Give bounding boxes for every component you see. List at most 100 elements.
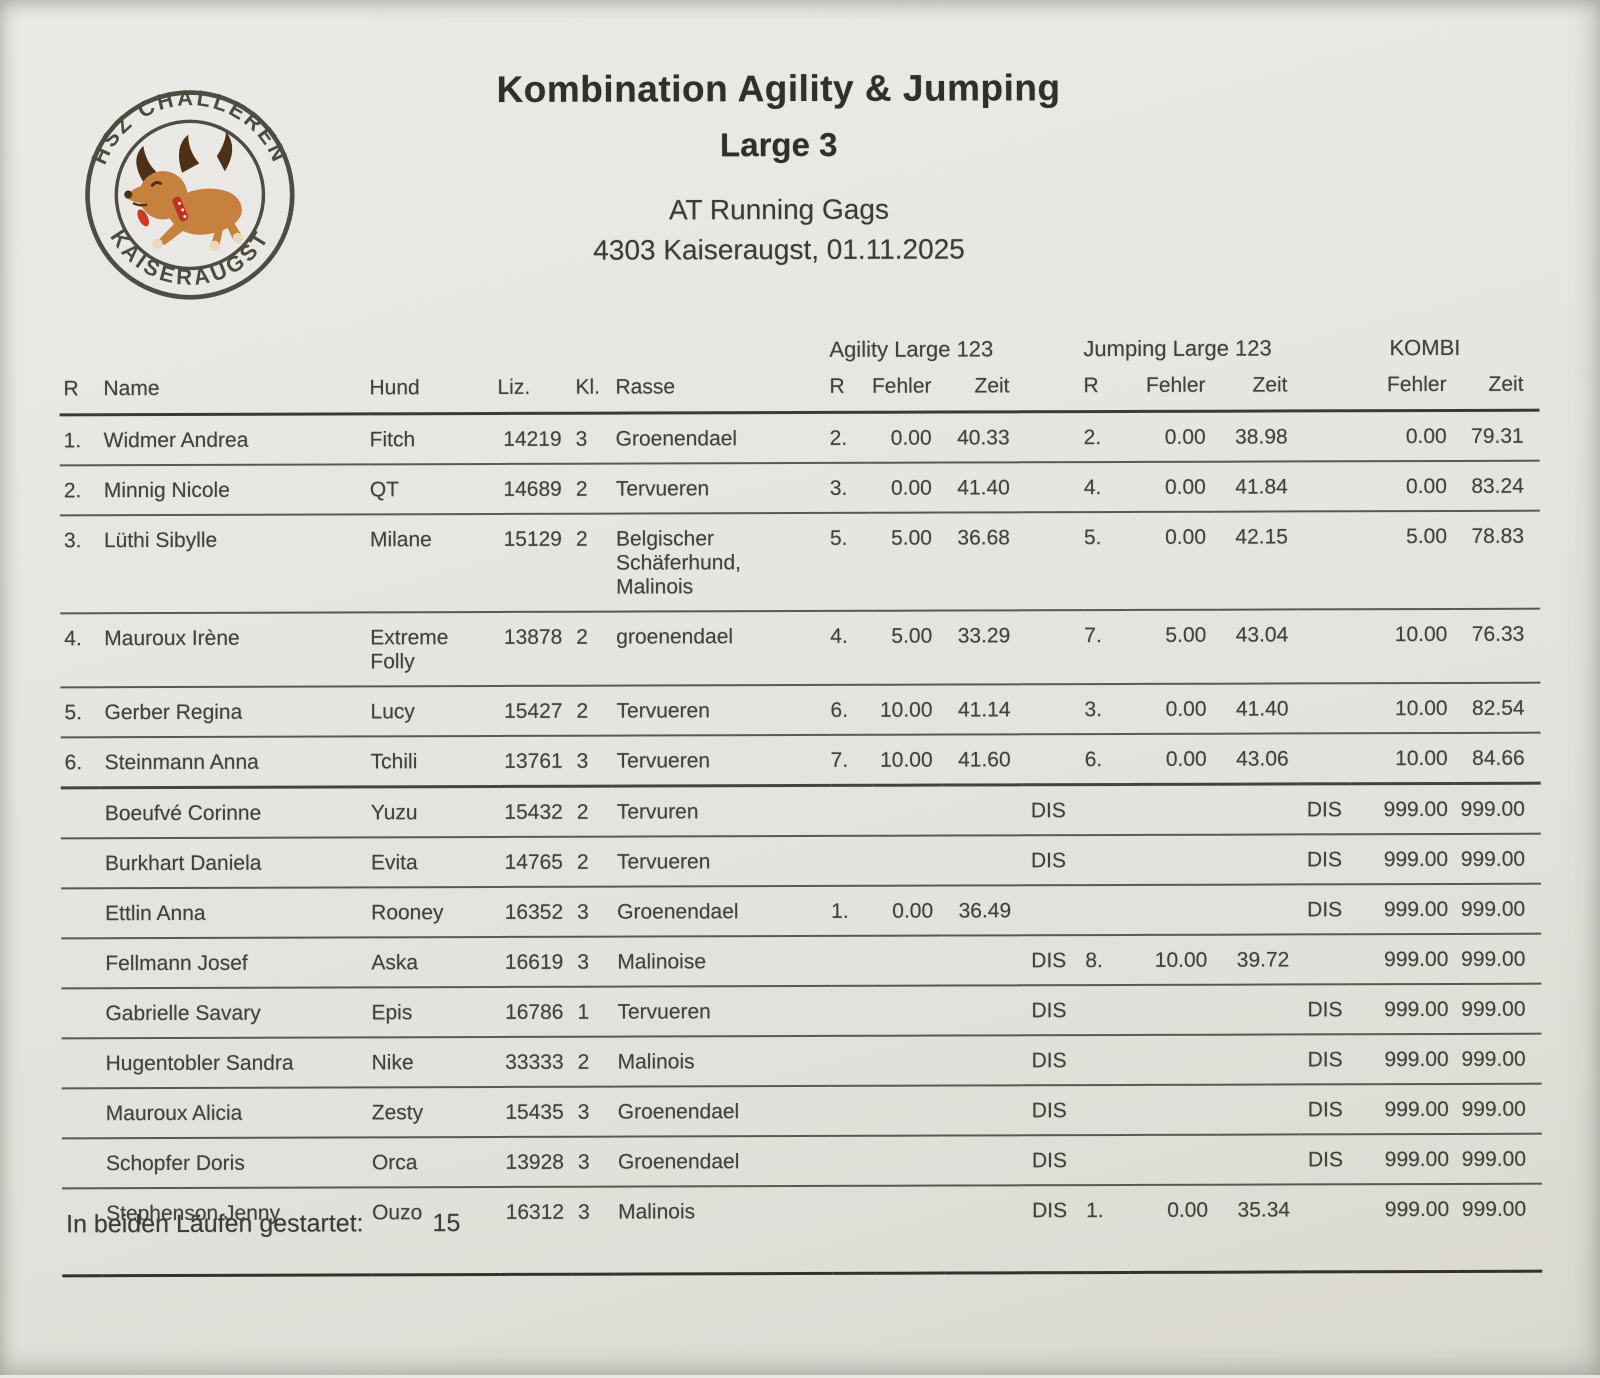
cell-agility-rank: 5. [829,526,848,550]
starters-summary: In beiden Läufen gestartet: 15 [66,1209,460,1239]
cell-breed: Tervueren [616,850,711,874]
cell-jumping-time: 42.15 [1235,525,1289,549]
cell-agility-rank: 6. [830,698,849,722]
cell-class: 2 [577,1050,590,1074]
cell-dog-name: Rooney [371,901,444,925]
cell-jumping-rank [1086,1135,1128,1185]
cell-kombi-time: 79.31 [1471,424,1524,448]
cell-class: 2 [575,527,588,551]
cell-class: 3 [577,1150,590,1174]
cell-agility-rank: 3. [829,476,848,500]
cell-agility-faults: 0.00 [890,426,932,450]
table-row: Ettlin Anna Rooney 16352 3 Groenendael 1. 0.00… [61,883,1542,939]
cell-rank: 2. [63,479,82,503]
cell-jumping-time [1217,884,1299,934]
table-row: 5. Gerber Regina Lucy 15427 2 Tervueren 6. 10.0… [60,682,1541,738]
cell-handler-name: Ettlin Anna [105,901,206,926]
cell-rank [61,788,101,839]
col-header-jumping-dis [1297,363,1349,411]
cell-class: 3 [577,950,590,974]
cell-kombi-time: 999.00 [1461,947,1526,971]
cell-jumping-rank [1085,985,1127,1035]
cell-kombi-time: 82.54 [1471,696,1525,720]
cell-rank [61,938,101,988]
cell-jumping-time [1218,1084,1300,1134]
cell-rank [62,1038,102,1088]
cell-kombi-faults: 10.00 [1395,746,1448,771]
cell-jumping-dis: DIS [1307,1048,1343,1072]
cell-agility-dis: DIS [1031,1049,1067,1073]
cell-license: 16619 [504,950,564,974]
cell-jumping-rank [1086,1035,1128,1085]
cell-handler-name: Schopfer Doris [105,1151,245,1176]
cell-jumping-dis [1299,733,1351,784]
cell-rank [62,1088,102,1138]
cell-class: 2 [576,699,589,723]
cell-jumping-faults [1128,1035,1218,1085]
cell-dog-name: Fitch [369,428,416,452]
cell-class: 3 [577,900,589,924]
col-header-license: Liz. [497,375,531,399]
dog-icon [124,131,244,252]
cell-handler-name: Steinmann Anna [104,750,259,775]
cell-license: 15129 [503,527,563,551]
cell-rank: 6. [64,751,83,775]
cell-agility-faults: 0.00 [890,476,932,500]
cell-rank [62,1138,102,1188]
cell-rank: 4. [64,627,82,651]
cell-handler-name: Minnig Nicole [103,478,230,503]
cell-agility-rank [832,1036,874,1086]
cell-jumping-dis [1298,683,1350,733]
cell-jumping-time: 35.34 [1237,1198,1291,1222]
cell-jumping-faults [1128,1085,1218,1135]
cell-kombi-faults: 5.00 [1406,524,1448,549]
cell-agility-time: 36.49 [958,899,1012,923]
group-header-agility: Agility Large 123 [829,336,994,362]
cell-kombi-time: 999.00 [1460,797,1525,821]
cell-jumping-dis: DIS [1307,998,1343,1022]
cell-jumping-time [1217,984,1299,1034]
cell-agility-faults [874,1136,944,1186]
cell-handler-name: Hugentobler Sandra [105,1051,294,1076]
cell-kombi-time: 999.00 [1461,1147,1527,1171]
cell-kombi-faults: 999.00 [1384,1197,1450,1222]
cell-dog-name: Milane [369,528,432,552]
cell-agility-dis: DIS [1031,949,1067,973]
cell-jumping-dis: DIS [1307,1148,1343,1172]
cell-agility-time [944,1085,1024,1135]
cell-breed: Tervueren [616,749,711,773]
cell-jumping-dis [1300,1184,1352,1272]
table-row: Fellmann Josef Aska 16619 3 Malinoise DIS 8. 10… [61,933,1542,989]
cell-jumping-faults: 0.00 [1165,525,1207,549]
cell-jumping-time: 43.06 [1236,747,1289,771]
cell-agility-dis [1023,734,1085,785]
table-row: Gabrielle Savary Epis 16786 1 Tervueren DIS DI… [61,983,1542,1039]
cell-breed: Tervueren [617,1000,711,1024]
cell-handler-name: Boeufvé Corinne [104,801,262,826]
cell-rank [61,838,101,888]
cell-kombi-faults: 999.00 [1384,1147,1450,1172]
cell-handler-name: Lüthi Sibylle [103,528,218,553]
cell-dog-name: Aska [371,951,419,975]
cell-class: 2 [575,477,588,501]
cell-jumping-rank: 6. [1084,748,1103,772]
cell-agility-rank: 1. [831,899,849,923]
cell-breed: Belgischer Schäferhund, Malinois [615,527,742,599]
cell-class: 3 [577,1100,590,1124]
cell-kombi-time: 84.66 [1472,746,1525,770]
cell-kombi-faults: 10.00 [1394,622,1448,647]
category-title: Large 3 [719,125,838,164]
cell-jumping-time: 43.04 [1235,623,1289,647]
cell-license: 16312 [505,1200,565,1224]
cell-dog-name: Zesty [371,1101,424,1125]
cell-agility-time [943,985,1023,1035]
cell-agility-time: 36.68 [957,526,1010,550]
table-row: 1. Widmer Andrea Fitch 14219 3 Groenendael 2. 0… [59,410,1540,466]
cell-agility-faults [873,836,943,886]
cell-jumping-rank: 4. [1083,476,1102,500]
cell-agility-dis [1022,684,1084,734]
cell-class: 2 [576,800,589,824]
col-header-kombi-time: Zeit [1488,372,1524,396]
cell-jumping-faults [1127,835,1217,885]
col-header-agility-dis [1021,364,1083,412]
